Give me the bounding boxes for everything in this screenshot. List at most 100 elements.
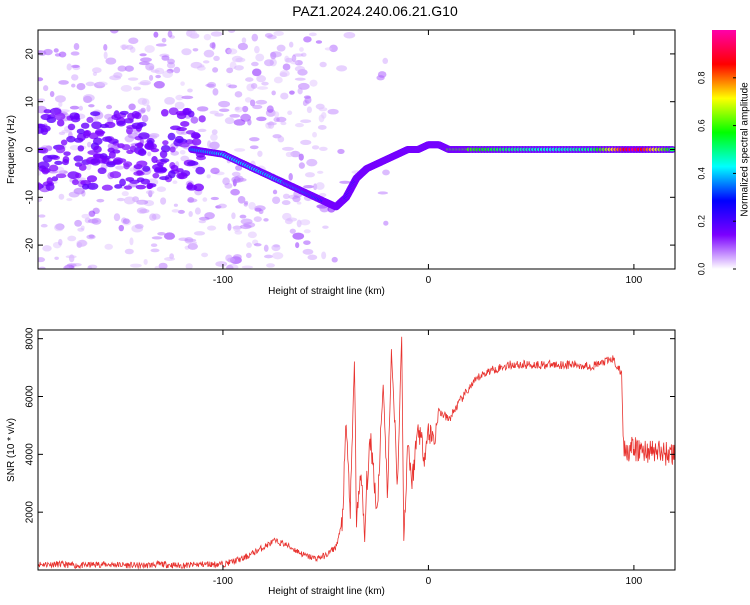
spectrogram-cell bbox=[226, 48, 238, 55]
spectrogram-cell bbox=[256, 116, 267, 122]
spectrogram-cell bbox=[282, 146, 294, 151]
spectrogram-cell bbox=[331, 256, 338, 263]
spectrogram-cell bbox=[68, 191, 80, 198]
spectrogram-cell bbox=[71, 83, 76, 88]
spectrogram-cell bbox=[263, 244, 269, 252]
spectrogram-cell bbox=[253, 243, 262, 247]
spectrogram-cell bbox=[179, 142, 190, 148]
spectrogram-cell bbox=[51, 176, 59, 182]
spectrogram-cell bbox=[290, 150, 301, 158]
spectrogram-cell bbox=[71, 64, 80, 68]
spectrogram-cell bbox=[123, 161, 133, 168]
spectrogram-cell bbox=[66, 135, 76, 143]
spectrogram-cell bbox=[261, 81, 269, 86]
snr-panel: -100 0 100 2000 4000 6000 8000 Height of straig… bbox=[6, 327, 676, 597]
spectrogram-cell bbox=[152, 172, 160, 179]
spectrogram-cell bbox=[289, 228, 296, 234]
spectrogram-cell bbox=[129, 263, 142, 268]
spectrogram-cell bbox=[159, 176, 170, 181]
spectrogram-cell bbox=[167, 58, 175, 65]
spectrogram-cell bbox=[58, 101, 63, 107]
spectrogram-cell bbox=[214, 113, 224, 117]
spectrogram-cell bbox=[136, 160, 148, 167]
spectrogram-cell bbox=[69, 105, 80, 110]
spectrogram-cell bbox=[222, 177, 230, 186]
spectrogram-cell bbox=[377, 191, 389, 195]
spectrogram-cell bbox=[271, 244, 281, 252]
spectrogram-cell bbox=[271, 90, 276, 96]
spectrogram-cell bbox=[339, 180, 351, 184]
spectrogram-cell bbox=[82, 94, 95, 102]
spectrogram-cell bbox=[125, 177, 135, 182]
spectrogram-cell bbox=[128, 103, 136, 111]
spectrogram-cell bbox=[116, 120, 126, 127]
spectrogram-cell bbox=[299, 47, 304, 52]
spectrogram-cell bbox=[162, 70, 173, 79]
spectrogram-cell bbox=[90, 158, 101, 166]
spectrogram-cell bbox=[187, 160, 199, 166]
colorbar-label: Normalized spectral amplitude bbox=[740, 82, 750, 217]
colorbar-tick-label: 0.8 bbox=[696, 72, 706, 85]
spectrogram-cell bbox=[124, 248, 134, 255]
spectrogram-cell bbox=[131, 111, 140, 119]
spectrogram-cell bbox=[193, 183, 205, 192]
spectrogram-cell bbox=[233, 119, 246, 126]
spectrogram-cell bbox=[270, 51, 282, 58]
spectrogram-cell bbox=[207, 140, 212, 149]
spectrogram-cell bbox=[256, 75, 267, 83]
spectrogram-cell bbox=[239, 224, 252, 230]
spectrogram-cell bbox=[157, 162, 164, 167]
spectrogram-cell bbox=[54, 160, 63, 166]
spectrogram-cell bbox=[253, 216, 262, 222]
spectrogram-cell bbox=[124, 65, 134, 72]
spectrogram-cell bbox=[161, 55, 170, 61]
spectrogram-cell bbox=[74, 219, 82, 227]
spectrogram-cell bbox=[167, 30, 173, 38]
spectrogram-cell bbox=[129, 167, 137, 172]
spectrogram-cell bbox=[119, 110, 129, 116]
spectrogram-cell bbox=[249, 145, 259, 150]
spectrogram-cell bbox=[121, 144, 131, 151]
spectrogram-cell bbox=[273, 76, 283, 84]
spectrogram-cell bbox=[76, 128, 85, 135]
spectrogram-cell bbox=[231, 171, 241, 177]
spectrogram-cell bbox=[218, 100, 231, 108]
spectrogram-cell bbox=[296, 201, 302, 205]
spectrogram-cell bbox=[255, 53, 265, 62]
spectrogram-cell bbox=[251, 61, 259, 67]
spectrogram-cell bbox=[227, 223, 232, 231]
spectrogram-cell bbox=[198, 115, 206, 123]
spectrogram-cell bbox=[282, 63, 291, 71]
spectrogram-cell bbox=[280, 121, 287, 126]
x-tick-label: 0 bbox=[426, 275, 432, 286]
spectrogram-cell bbox=[250, 83, 258, 89]
spectrogram-cell bbox=[302, 248, 314, 255]
spectrogram-cell bbox=[151, 236, 163, 240]
spectrogram-cell bbox=[87, 150, 98, 155]
spectrogram-cell bbox=[87, 218, 99, 224]
spectrogram-cell bbox=[213, 55, 220, 61]
spectrogram-cell bbox=[175, 94, 184, 101]
spectrogram-cell bbox=[272, 196, 281, 204]
spectrogram-cell bbox=[237, 195, 246, 204]
spectrogram-cell bbox=[131, 122, 144, 130]
spectrogram-cell bbox=[87, 141, 92, 148]
spectrogram-cell bbox=[38, 98, 46, 103]
spectrogram-cell bbox=[143, 258, 148, 265]
spectrogram-cell bbox=[300, 119, 312, 124]
spectrogram-cell bbox=[247, 231, 257, 239]
spectrogram-cell bbox=[58, 193, 65, 200]
spectrogram-cell bbox=[70, 51, 80, 56]
spectrogram-cell bbox=[309, 79, 318, 87]
spectrogram-cell bbox=[321, 251, 327, 260]
spectrogram-cell bbox=[160, 108, 169, 117]
x-tick-label: 100 bbox=[626, 275, 643, 286]
spectrogram-cell bbox=[300, 139, 312, 146]
spectrogram-cell bbox=[294, 77, 306, 81]
spectrogram-cell bbox=[192, 48, 199, 52]
y-tick-label: 6000 bbox=[25, 385, 36, 408]
colorbar-tick-label: 0.0 bbox=[696, 263, 706, 276]
spectrogram-cell bbox=[63, 264, 75, 269]
spectrogram-cell bbox=[161, 37, 167, 43]
spectrogram-cell bbox=[203, 49, 215, 58]
